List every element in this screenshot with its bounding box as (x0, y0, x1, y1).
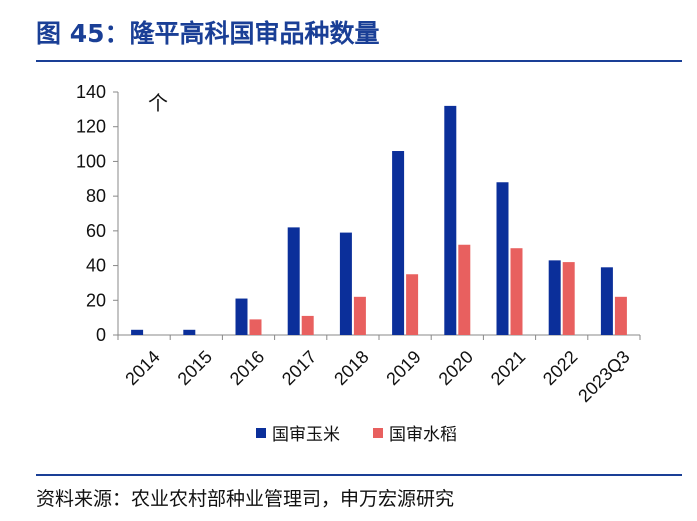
y-tick-label: 40 (86, 256, 106, 276)
y-tick-label: 60 (86, 221, 106, 241)
source-note: 资料来源：农业农村部种业管理司，申万宏源研究 (36, 488, 455, 510)
bar (301, 315, 314, 335)
x-tick-label: 2019 (382, 347, 424, 389)
bar (339, 232, 352, 335)
page-title: 图 45：隆平高科国审品种数量 (36, 19, 380, 48)
bar (600, 267, 613, 335)
bar (131, 329, 144, 335)
legend-swatch (256, 428, 266, 438)
y-tick-label: 80 (86, 186, 106, 206)
bar (287, 227, 300, 335)
y-axis: 0 20 40 60 80 100 120 140 (76, 82, 119, 345)
x-tick-label: 2020 (435, 347, 477, 389)
bar (548, 260, 561, 335)
y-tick-label: 0 (96, 325, 106, 345)
bar (444, 105, 457, 335)
x-tick-label: 2022 (539, 347, 581, 389)
x-axis: 2014 2015 2016 2017 2018 2019 2020 2021 20222023… (117, 334, 641, 406)
legend: 国审玉米 国审水稻 (256, 425, 457, 445)
x-tick-label: 2015 (174, 347, 216, 389)
bar (183, 329, 196, 335)
bar (496, 182, 509, 335)
x-tick-label: 2017 (278, 347, 320, 389)
y-tick-label: 20 (86, 290, 106, 310)
footer-divider (36, 474, 682, 476)
bar (353, 296, 366, 335)
y-tick-label: 140 (76, 82, 106, 102)
x-tick-label: 2016 (226, 347, 268, 389)
bar (235, 298, 248, 335)
bar (614, 296, 627, 335)
bar (406, 274, 419, 335)
y-tick-label: 120 (76, 117, 106, 137)
bar (562, 262, 575, 335)
bar (458, 244, 471, 335)
y-unit-label: 个 (148, 91, 168, 115)
bar (392, 151, 405, 335)
y-tick-label: 100 (76, 151, 106, 171)
x-tick-label: 2021 (487, 347, 529, 389)
x-tick-label: 2023Q3 (574, 347, 633, 406)
bar (510, 248, 523, 335)
title-divider (36, 60, 682, 62)
x-tick-label: 2014 (121, 347, 163, 389)
legend-swatch (373, 428, 383, 438)
bars (131, 105, 627, 335)
legend-label: 国审水稻 (389, 425, 457, 445)
legend-label: 国审玉米 (272, 425, 340, 445)
bar (249, 319, 262, 335)
x-tick-label: 2018 (330, 347, 372, 389)
